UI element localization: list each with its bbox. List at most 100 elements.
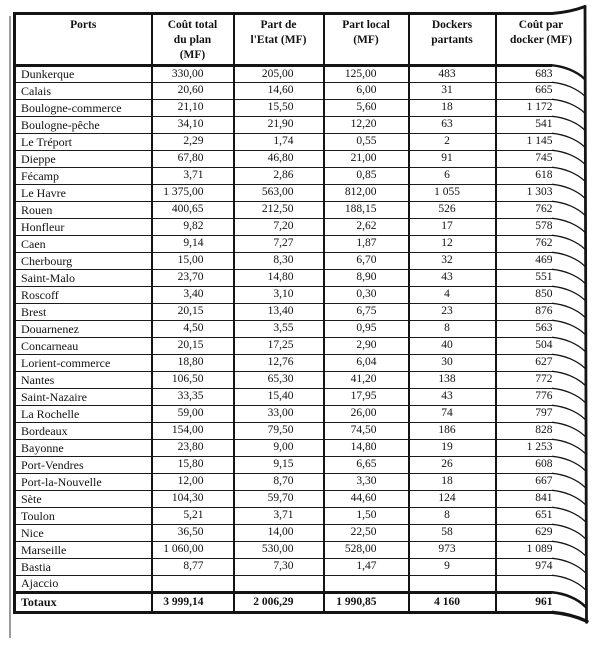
- value-cell: 4 160: [407, 590, 497, 613]
- value-cell: 8: [407, 319, 497, 338]
- value-cell: 1 055: [407, 183, 497, 202]
- port-name-cell: Boulogne-commerce: [13, 98, 153, 117]
- value-cell: 21,00: [322, 149, 410, 168]
- port-name-cell: Toulon: [13, 506, 153, 525]
- table-row: Bastia 8,77 7,30 1,47 9 974: [13, 557, 586, 576]
- port-name-cell: La Rochelle: [13, 404, 153, 423]
- value-cell: 32: [407, 251, 497, 270]
- value-cell: 9,15: [232, 455, 325, 474]
- scan-page-curl-artifact: [552, 5, 595, 624]
- value-cell: 530,00: [232, 540, 325, 559]
- table-header: Ports Coût total du plan (MF) Part de l'Et…: [13, 12, 586, 67]
- port-name-cell: Ajaccio: [13, 574, 153, 593]
- value-cell: 9,00: [232, 438, 325, 457]
- value-cell: 2: [407, 132, 497, 151]
- table-row: Marseille 1 060,00 530,00 528,00 973 1 089: [13, 540, 586, 559]
- value-cell: 14,80: [232, 268, 325, 287]
- header-row: Ports Coût total du plan (MF) Part de l'Et…: [13, 12, 586, 67]
- port-name-cell: Concarneau: [13, 336, 153, 355]
- value-cell: 563,00: [232, 183, 325, 202]
- value-cell: 4: [407, 285, 497, 304]
- value-cell: 3,10: [232, 285, 325, 304]
- value-cell: 20,60: [150, 81, 235, 100]
- value-cell: 106,50: [150, 370, 235, 389]
- value-cell: 7,27: [232, 234, 325, 253]
- value-cell: 15,80: [150, 455, 235, 474]
- port-name-cell: Brest: [13, 302, 153, 321]
- value-cell: 124: [407, 489, 497, 508]
- table-row: Rouen 400,65 212,50 188,15 526 762: [13, 200, 586, 219]
- value-cell: 8,77: [150, 557, 235, 576]
- port-name-cell: Rouen: [13, 200, 153, 219]
- value-cell: 2,62: [322, 217, 410, 236]
- column-header: Part de l'Etat (MF): [232, 12, 325, 67]
- value-cell: 31: [407, 81, 497, 100]
- table-row: Boulogne-pêche 34,10 21,90 12,20 63 541: [13, 115, 586, 134]
- value-cell: 74: [407, 404, 497, 423]
- value-cell: 205,00: [232, 64, 325, 83]
- value-cell: 3,71: [232, 506, 325, 525]
- value-cell: 67,80: [150, 149, 235, 168]
- value-cell: 21,90: [232, 115, 325, 134]
- value-cell: 4,50: [150, 319, 235, 338]
- value-cell: 23,80: [150, 438, 235, 457]
- table-row: Saint-Malo 23,70 14,80 8,90 43 551: [13, 268, 586, 287]
- table-body: Dunkerque 330,00 205,00 125,00 483 683 Calais 2…: [13, 64, 586, 613]
- port-name-cell: Bayonne: [13, 438, 153, 457]
- value-cell: 528,00: [322, 540, 410, 559]
- table-row: Lorient-commerce 18,80 12,76 6,04 30 627: [13, 353, 586, 372]
- value-cell: 17,95: [322, 387, 410, 406]
- port-name-cell: Bastia: [13, 557, 153, 576]
- port-name-cell: Dieppe: [13, 149, 153, 168]
- value-cell: 79,50: [232, 421, 325, 440]
- table-row: Caen 9,14 7,27 1,87 12 762: [13, 234, 586, 253]
- value-cell: 15,00: [150, 251, 235, 270]
- value-cell: 12,76: [232, 353, 325, 372]
- table-row: Cherbourg 15,00 8,30 6,70 32 469: [13, 251, 586, 270]
- value-cell: 65,30: [232, 370, 325, 389]
- value-cell: 9: [407, 557, 497, 576]
- value-cell: 2,29: [150, 132, 235, 151]
- column-header: Ports: [13, 12, 153, 67]
- port-name-cell: Nice: [13, 523, 153, 542]
- value-cell: 14,80: [322, 438, 410, 457]
- value-cell: 43: [407, 387, 497, 406]
- value-cell: 9,82: [150, 217, 235, 236]
- value-cell: 46,80: [232, 149, 325, 168]
- value-cell: 18,80: [150, 353, 235, 372]
- port-name-cell: Fécamp: [13, 166, 153, 185]
- table-row: Nantes 106,50 65,30 41,20 138 772: [13, 370, 586, 389]
- value-cell: 104,30: [150, 489, 235, 508]
- table-row: Dunkerque 330,00 205,00 125,00 483 683: [13, 64, 586, 83]
- value-cell: 6,70: [322, 251, 410, 270]
- value-cell: 58: [407, 523, 497, 542]
- value-cell: 138: [407, 370, 497, 389]
- port-name-cell: Dunkerque: [13, 64, 153, 83]
- table-row: Dieppe 67,80 46,80 21,00 91 745: [13, 149, 586, 168]
- value-cell: 15,40: [232, 387, 325, 406]
- port-name-cell: Port-la-Nouvelle: [13, 472, 153, 491]
- value-cell: 6,65: [322, 455, 410, 474]
- column-header: Coût par docker (MF): [494, 12, 586, 67]
- value-cell: 43: [407, 268, 497, 287]
- value-cell: 1,87: [322, 234, 410, 253]
- value-cell: 1,74: [232, 132, 325, 151]
- table-row: Ajaccio: [13, 574, 586, 593]
- value-cell: 30: [407, 353, 497, 372]
- table-row: Brest 20,15 13,40 6,75 23 876: [13, 302, 586, 321]
- value-cell: 1 375,00: [150, 183, 235, 202]
- value-cell: 15,50: [232, 98, 325, 117]
- port-name-cell: Totaux: [13, 590, 153, 613]
- table-row: Saint-Nazaire 33,35 15,40 17,95 43 776: [13, 387, 586, 406]
- value-cell: 21,10: [150, 98, 235, 117]
- port-name-cell: Port-Vendres: [13, 455, 153, 474]
- value-cell: 483: [407, 64, 497, 83]
- table-row: Concarneau 20,15 17,25 2,90 40 504: [13, 336, 586, 355]
- value-cell: 59,00: [150, 404, 235, 423]
- value-cell: 5,21: [150, 506, 235, 525]
- port-name-cell: Sète: [13, 489, 153, 508]
- value-cell: 26: [407, 455, 497, 474]
- value-cell: 973: [407, 540, 497, 559]
- value-cell: 36,50: [150, 523, 235, 542]
- table-row: Port-Vendres 15,80 9,15 6,65 26 608: [13, 455, 586, 474]
